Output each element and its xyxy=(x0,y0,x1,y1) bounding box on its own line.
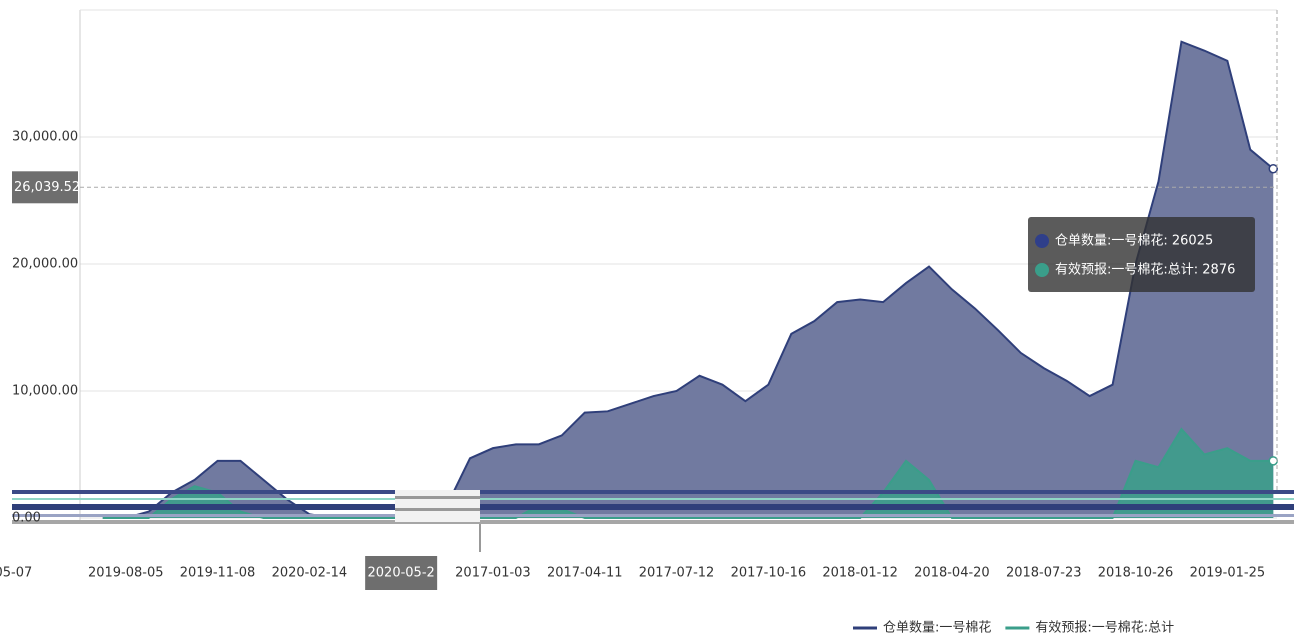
hover-point xyxy=(1268,456,1278,466)
x-tick-label: 2018-04-20 xyxy=(914,566,990,581)
tooltip-text: 仓单数量:一号棉花: 26025 xyxy=(1055,233,1213,249)
hover-point xyxy=(1268,164,1278,174)
render-glitch xyxy=(12,490,1294,524)
x-tick-label: 2018-07-23 xyxy=(1006,566,1082,581)
area xyxy=(102,41,1274,518)
x-tick-label: 2019-01-25 xyxy=(1190,566,1266,581)
line xyxy=(102,427,1274,519)
x-tick-label: 2020-02-14 xyxy=(272,566,348,581)
x-tick-label: 2017-01-03 xyxy=(455,566,531,581)
tooltip-text: 有效预报:一号棉花:总计: 2876 xyxy=(1055,262,1235,278)
legend-label: 有效预报:一号棉花:总计 xyxy=(1035,620,1174,636)
x-tick-label: 2019-08-05 xyxy=(88,566,164,581)
x-tick-label: 2017-07-12 xyxy=(639,566,715,581)
crosshair-label: 26,039.52 xyxy=(14,180,80,195)
x-tick-label: 2018-10-26 xyxy=(1098,566,1174,581)
y-tick-label: 0.00 xyxy=(12,511,41,526)
tooltip-box xyxy=(1028,217,1255,292)
x-tick-label: 2017-04-11 xyxy=(547,566,623,581)
y-tick-label: 20,000.00 xyxy=(12,257,78,272)
tooltip-swatch xyxy=(1035,263,1049,277)
x-label-highlight xyxy=(365,556,438,590)
tooltip-swatch xyxy=(1035,234,1049,248)
legend-label: 仓单数量:一号棉花 xyxy=(883,620,991,636)
y-tick-label: 10,000.00 xyxy=(12,384,78,399)
y-tick-label: 30,000.00 xyxy=(12,130,78,145)
x-tick-label: 2019-11-08 xyxy=(180,566,256,581)
x-tick-label: 2020-05-2 xyxy=(368,566,435,581)
x-tick-label: -05-07 xyxy=(0,566,32,581)
x-tick-label: 2018-01-12 xyxy=(822,566,898,581)
x-tick-label: 2017-10-16 xyxy=(731,566,807,581)
crosshair-label-bg xyxy=(12,171,78,204)
